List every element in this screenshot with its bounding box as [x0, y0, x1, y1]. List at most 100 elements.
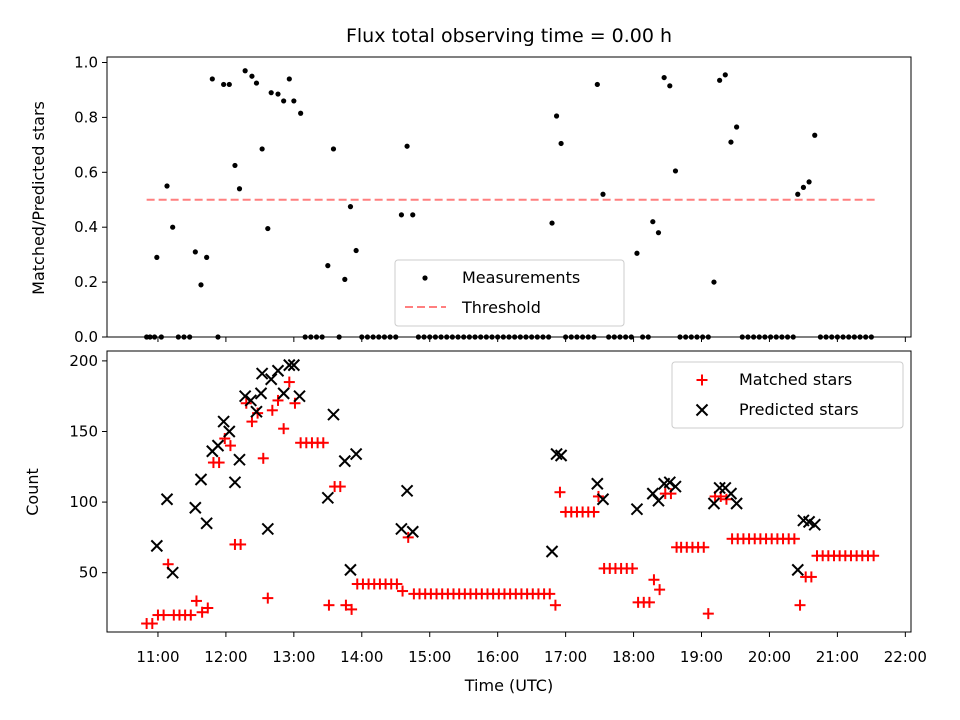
- measurement-point: [734, 124, 740, 130]
- legend-predicted-label: Predicted stars: [739, 400, 859, 419]
- matched-star-point: [554, 486, 566, 498]
- predicted-star-point: [730, 497, 743, 510]
- predicted-star-point: [724, 487, 738, 500]
- predicted-star-point: [652, 494, 665, 507]
- predicted-star-point: [293, 389, 306, 403]
- measurement-point: [717, 77, 723, 83]
- predicted-star-point: [189, 501, 202, 514]
- measurement-point: [259, 146, 265, 152]
- top-y-tick-label: 1.0: [74, 53, 98, 71]
- measurement-point: [549, 220, 555, 226]
- matched-star-point: [643, 596, 655, 608]
- predicted-star-point: [254, 387, 268, 400]
- measurement-point: [291, 98, 297, 104]
- measurement-point: [342, 276, 348, 282]
- predicted-star-point: [707, 497, 721, 510]
- matched-star-point: [190, 595, 202, 607]
- predicted-star-point: [395, 522, 408, 536]
- top-panel: 0.0 0.2 0.4 0.6 0.8 1.0 Measurements Threshold: [74, 53, 912, 346]
- predicted-star-point: [596, 493, 610, 506]
- predicted-star-point: [554, 449, 568, 462]
- measurement-point: [634, 250, 640, 256]
- measurement-point: [198, 282, 204, 288]
- predicted-star-point: [713, 481, 726, 495]
- predicted-star-point: [223, 425, 236, 438]
- measurement-point: [594, 81, 600, 88]
- x-tick-label: 21:00: [816, 648, 859, 666]
- measurement-point: [164, 183, 170, 189]
- predicted-star-point: [406, 525, 419, 538]
- top-legend: Measurements Threshold: [394, 259, 625, 327]
- measurement-point: [249, 73, 255, 79]
- matched-star-point: [805, 571, 817, 583]
- measurement-point: [226, 81, 232, 88]
- measurement-point: [353, 247, 359, 254]
- top-y-tick-label: 0.0: [74, 328, 98, 346]
- top-y-tick-label: 0.8: [74, 108, 98, 126]
- matched-star-point: [235, 538, 247, 550]
- matched-star-point: [158, 609, 170, 621]
- predicted-star-point: [349, 447, 363, 461]
- measurement-point: [650, 219, 656, 225]
- matched-star-point: [868, 550, 880, 562]
- matched-star-point: [544, 588, 556, 600]
- matched-star-point: [266, 404, 278, 416]
- predicted-star-point: [233, 453, 246, 466]
- matched-star-point: [213, 457, 225, 469]
- matched-star-point: [334, 481, 346, 493]
- predicted-star-point: [545, 545, 559, 558]
- matched-star-point: [224, 440, 236, 452]
- measurement-point: [281, 98, 287, 104]
- measurement-point: [711, 279, 717, 285]
- matched-star-point: [626, 562, 638, 574]
- predicted-star-point: [400, 484, 414, 498]
- predicted-star-point: [264, 373, 278, 386]
- measurement-point: [221, 81, 227, 88]
- matched-star-point: [702, 608, 714, 620]
- predicted-star-point: [211, 439, 225, 452]
- measurement-point: [795, 191, 801, 197]
- measurement-point: [661, 74, 667, 81]
- measurement-point: [722, 72, 728, 78]
- measurement-point: [558, 140, 564, 147]
- measurement-point: [268, 90, 274, 96]
- predicted-star-point: [630, 502, 644, 516]
- predicted-star-point: [228, 476, 242, 489]
- matched-star-point: [257, 452, 269, 464]
- legend-matched-label: Matched stars: [739, 370, 852, 389]
- measurement-point: [298, 110, 304, 116]
- measurement-point: [806, 179, 812, 185]
- measurement-point: [553, 113, 560, 119]
- predicted-star-point: [261, 522, 275, 536]
- predicted-star-point: [244, 394, 258, 407]
- measurement-point: [265, 225, 271, 232]
- bottom-y-axis-label: Count: [23, 468, 42, 516]
- legend-threshold-label: Threshold: [461, 298, 541, 317]
- x-tick-label: 12:00: [204, 648, 247, 666]
- bottom-y-tick-label: 200: [69, 352, 98, 370]
- predicted-star-point: [327, 408, 340, 421]
- legend-matched-marker: [696, 374, 708, 386]
- x-tick-label: 11:00: [136, 648, 179, 666]
- bottom-y-tick-label: 100: [69, 493, 98, 511]
- matched-star-point: [592, 490, 604, 502]
- x-tick-label: 22:00: [884, 648, 927, 666]
- measurement-point: [154, 254, 160, 260]
- matched-star-point: [240, 397, 252, 409]
- predicted-star-point: [277, 387, 290, 400]
- predicted-star-point: [344, 563, 357, 577]
- matched-star-point: [262, 592, 274, 604]
- chart-title: Flux total observing time = 0.00 h: [346, 25, 672, 47]
- matched-star-point: [196, 606, 208, 618]
- matched-star-point: [588, 506, 600, 518]
- matched-star-point: [340, 599, 352, 611]
- x-tick-label: 19:00: [680, 648, 723, 666]
- measurement-point: [800, 184, 807, 190]
- top-legend-box: [394, 259, 625, 327]
- measurement-point: [398, 212, 405, 218]
- x-tick-label: 16:00: [476, 648, 519, 666]
- legend-measurement-marker: [422, 275, 428, 281]
- predicted-star-point: [791, 563, 804, 577]
- predicted-star-point: [238, 389, 252, 403]
